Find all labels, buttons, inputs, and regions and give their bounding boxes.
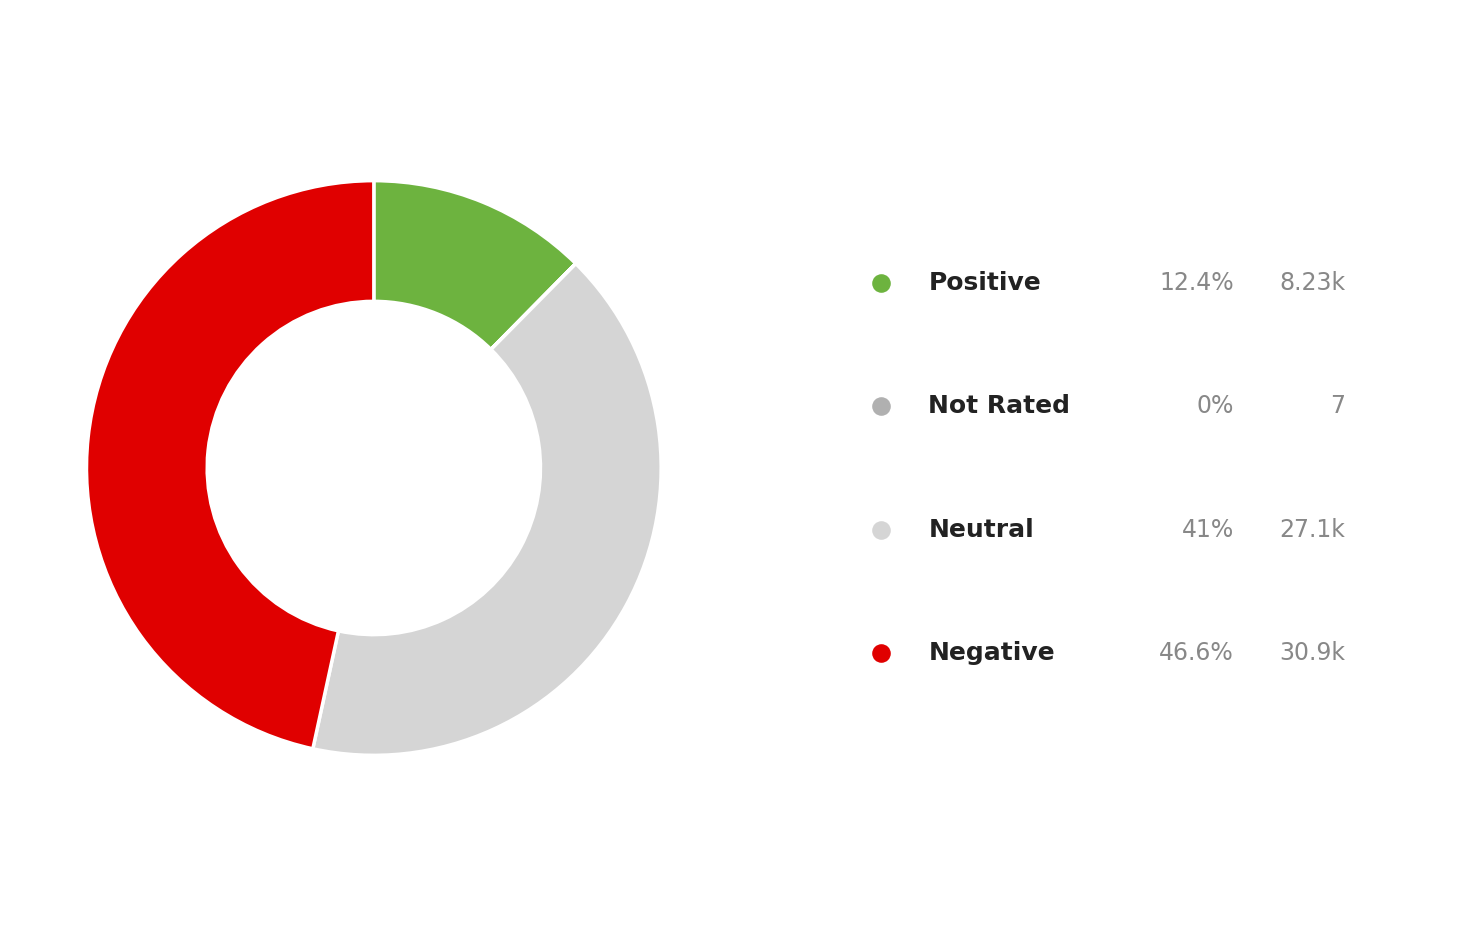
Wedge shape: [491, 264, 576, 349]
Text: 0%: 0%: [1196, 394, 1234, 418]
Text: 41%: 41%: [1182, 518, 1234, 542]
Text: Neutral: Neutral: [928, 518, 1034, 542]
Text: 12.4%: 12.4%: [1160, 271, 1234, 295]
Text: Negative: Negative: [928, 641, 1056, 665]
Wedge shape: [86, 181, 374, 749]
Text: 30.9k: 30.9k: [1280, 641, 1346, 665]
Text: Not Rated: Not Rated: [928, 394, 1070, 418]
Text: 7: 7: [1331, 394, 1346, 418]
Text: 27.1k: 27.1k: [1280, 518, 1346, 542]
Text: Positive: Positive: [928, 271, 1041, 295]
Wedge shape: [312, 264, 661, 755]
Wedge shape: [374, 181, 576, 349]
Text: 8.23k: 8.23k: [1280, 271, 1346, 295]
Text: 46.6%: 46.6%: [1160, 641, 1234, 665]
